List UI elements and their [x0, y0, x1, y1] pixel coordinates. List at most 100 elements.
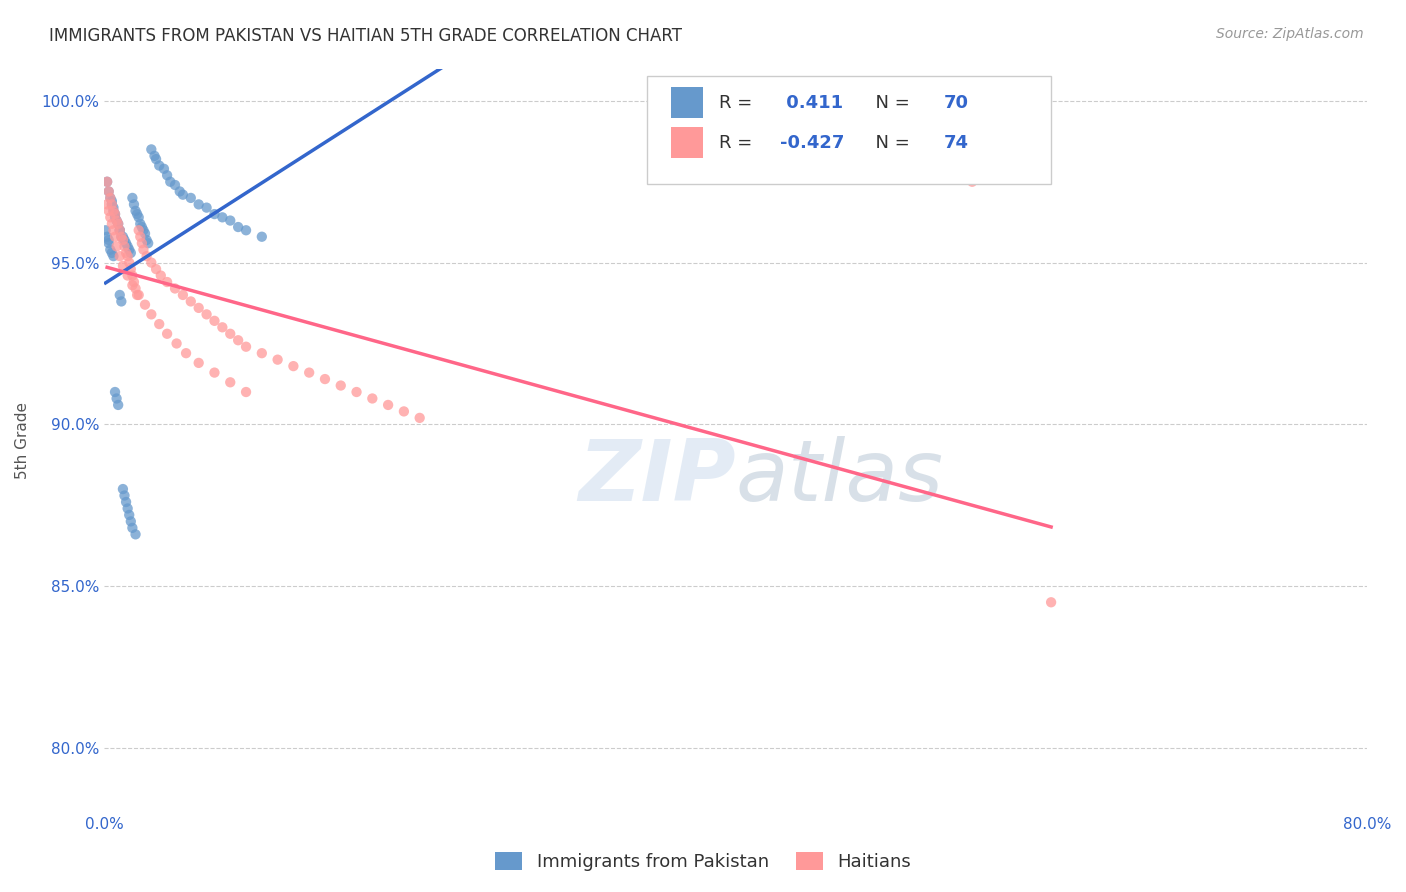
- Point: [141, 255, 163, 269]
- Point: [114, 233, 136, 247]
- Text: IMMIGRANTS FROM PAKISTAN VS HAITIAN 5TH GRADE CORRELATION CHART: IMMIGRANTS FROM PAKISTAN VS HAITIAN 5TH …: [49, 27, 682, 45]
- Point: [149, 268, 172, 283]
- Point: [96, 229, 118, 244]
- Point: [127, 288, 149, 302]
- Point: [392, 404, 415, 418]
- Point: [156, 275, 179, 289]
- Text: N =: N =: [865, 95, 915, 112]
- Point: [159, 175, 181, 189]
- Point: [108, 223, 131, 237]
- Point: [219, 213, 242, 227]
- Point: [156, 326, 179, 341]
- Point: [103, 203, 125, 218]
- Point: [120, 246, 142, 260]
- Point: [104, 384, 127, 399]
- Point: [187, 356, 209, 370]
- Point: [105, 213, 128, 227]
- Point: [226, 333, 249, 347]
- Point: [104, 207, 127, 221]
- Point: [127, 207, 149, 221]
- Point: [115, 495, 138, 509]
- Text: atlas: atlas: [735, 436, 943, 519]
- Point: [172, 288, 194, 302]
- Bar: [671, 127, 703, 158]
- Point: [105, 392, 128, 406]
- Point: [156, 168, 179, 182]
- Point: [148, 159, 170, 173]
- Text: Source: ZipAtlas.com: Source: ZipAtlas.com: [1216, 27, 1364, 41]
- Point: [98, 243, 121, 257]
- Point: [131, 220, 153, 235]
- Point: [172, 187, 194, 202]
- Point: [108, 223, 131, 237]
- Point: [101, 197, 124, 211]
- Point: [108, 249, 131, 263]
- Text: N =: N =: [865, 134, 915, 152]
- Point: [117, 501, 139, 516]
- Point: [98, 191, 121, 205]
- Point: [235, 384, 257, 399]
- Point: [204, 314, 226, 328]
- Point: [108, 223, 131, 237]
- Point: [219, 376, 242, 390]
- Text: R =: R =: [718, 134, 758, 152]
- Point: [124, 281, 146, 295]
- Point: [960, 175, 983, 189]
- Point: [101, 217, 124, 231]
- Point: [110, 229, 132, 244]
- Point: [134, 298, 156, 312]
- Point: [115, 236, 138, 251]
- Point: [129, 217, 152, 231]
- Point: [148, 317, 170, 331]
- Point: [103, 223, 125, 237]
- Point: [153, 161, 176, 176]
- Point: [108, 288, 131, 302]
- Point: [132, 243, 155, 257]
- Point: [129, 229, 152, 244]
- Point: [128, 223, 150, 237]
- Point: [104, 211, 127, 225]
- Point: [361, 392, 384, 406]
- Point: [235, 340, 257, 354]
- Point: [96, 175, 118, 189]
- Point: [346, 384, 368, 399]
- Point: [114, 239, 136, 253]
- Point: [117, 268, 139, 283]
- Point: [226, 220, 249, 235]
- Point: [122, 275, 145, 289]
- Point: [163, 178, 186, 192]
- Point: [103, 249, 125, 263]
- Point: [166, 336, 188, 351]
- Point: [111, 233, 134, 247]
- Point: [283, 359, 305, 373]
- Point: [117, 249, 139, 263]
- Point: [98, 211, 121, 225]
- Point: [187, 197, 209, 211]
- Text: 0.411: 0.411: [779, 95, 842, 112]
- Point: [134, 227, 156, 241]
- Point: [195, 201, 218, 215]
- Point: [180, 294, 202, 309]
- Point: [187, 301, 209, 315]
- Point: [110, 229, 132, 244]
- Point: [145, 152, 167, 166]
- Point: [104, 207, 127, 221]
- Point: [107, 217, 129, 231]
- Point: [101, 197, 124, 211]
- Point: [174, 346, 197, 360]
- Point: [211, 320, 233, 334]
- Point: [180, 191, 202, 205]
- Point: [120, 262, 142, 277]
- Point: [124, 203, 146, 218]
- Bar: [671, 87, 703, 119]
- Point: [107, 398, 129, 412]
- Point: [266, 352, 288, 367]
- Point: [128, 288, 150, 302]
- Point: [97, 185, 120, 199]
- Point: [135, 233, 157, 247]
- Point: [204, 207, 226, 221]
- Point: [141, 307, 163, 321]
- Point: [97, 203, 120, 218]
- Point: [235, 223, 257, 237]
- Text: ZIP: ZIP: [578, 436, 735, 519]
